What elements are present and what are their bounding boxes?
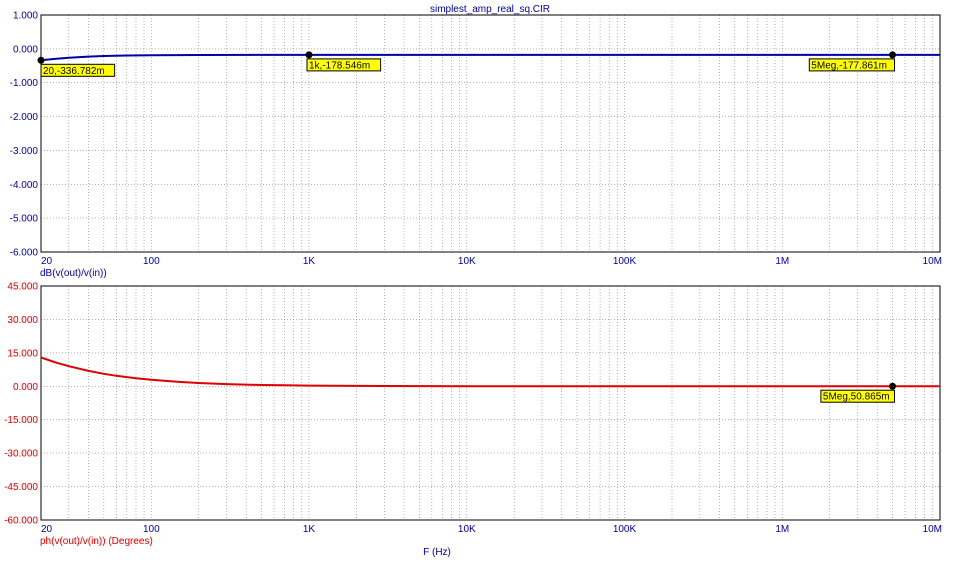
- phase-plot-frame: [40, 285, 941, 521]
- gain-grid: [41, 15, 940, 252]
- gain-x-tick-label: 1K: [303, 256, 316, 267]
- gain-marker-label: 1k,-178.546m: [309, 60, 370, 71]
- gain-marker-point[interactable]: [305, 51, 313, 59]
- gain-y-tick-label: -3.000: [10, 146, 39, 157]
- gain-y-tick-label: -5.000: [10, 214, 39, 225]
- phase-marker-point[interactable]: [889, 382, 896, 390]
- phase-x-tick-label: 1M: [775, 524, 789, 535]
- gain-marker-tag: [40, 63, 116, 77]
- phase-x-tick-label: 100K: [613, 524, 637, 535]
- plot-title: simplest_amp_real_sq.CIR: [430, 4, 550, 15]
- gain-x-tick-label: 100: [143, 256, 160, 267]
- gain-y-tick-label: -4.000: [10, 180, 39, 191]
- phase-x-tick-label: 100: [143, 524, 160, 535]
- gain-plot-frame: [40, 14, 941, 253]
- phase-y-axis-label: ph(v(out)/v(in)) (Degrees): [40, 536, 153, 547]
- gain-y-tick-label: 0.000: [13, 44, 38, 55]
- gain-x-tick-label: 10M: [923, 256, 942, 267]
- phase-y-tick-label: -60.000: [4, 516, 38, 527]
- phase-y-tick-label: -15.000: [4, 415, 38, 426]
- gain-marker-tag: [306, 58, 382, 72]
- gain-y-axis-label: dB(v(out)/v(in)): [40, 268, 107, 279]
- phase-y-tick-label: 0.000: [13, 382, 38, 393]
- gain-marker-label: 5Meg,-177.861m: [811, 60, 887, 71]
- gain-y-tick-label: -1.000: [10, 78, 39, 89]
- phase-marker-label: 5Meg,50.865m: [823, 392, 890, 403]
- gain-marker-point[interactable]: [889, 51, 896, 59]
- phase-x-tick-label: 10K: [458, 524, 476, 535]
- gain-y-tick-label: -2.000: [10, 112, 39, 123]
- gain-x-tick-label: 100K: [613, 256, 637, 267]
- phase-y-tick-label: 15.000: [7, 348, 38, 359]
- phase-trace: [40, 356, 940, 388]
- phase-grid: [41, 286, 940, 520]
- gain-marker-label: 20,-336.782m: [43, 66, 105, 77]
- phase-y-tick-label: 30.000: [7, 315, 38, 326]
- phase-y-tick-label: 45.000: [7, 282, 38, 293]
- phase-x-tick-label: 10M: [923, 524, 942, 535]
- gain-x-tick-label: 1M: [775, 256, 789, 267]
- gain-y-tick-label: -6.000: [10, 248, 39, 259]
- phase-y-tick-label: -45.000: [4, 482, 38, 493]
- phase-marker-tag: [820, 389, 896, 403]
- gain-marker-point[interactable]: [37, 56, 45, 64]
- gain-trace: [40, 53, 940, 62]
- gain-x-tick-label: 10K: [458, 256, 476, 267]
- phase-x-tick-label: 1K: [303, 524, 316, 535]
- phase-panel: 45.000 30.000 15.000 0.000 -15.000 -30.000 -45…: [4, 282, 942, 548]
- phase-y-tick-label: -30.000: [4, 449, 38, 460]
- gain-y-tick-label: 1.000: [13, 11, 38, 22]
- gain-panel: 1.000 0.000 -1.000 -2.000 -3.000 -4.000 -5.000…: [10, 11, 942, 280]
- gain-x-tick-label: 20: [41, 256, 53, 267]
- gain-marker-tag: [808, 58, 895, 72]
- x-axis-label: F (Hz): [423, 547, 451, 558]
- phase-x-tick-label: 20: [41, 524, 53, 535]
